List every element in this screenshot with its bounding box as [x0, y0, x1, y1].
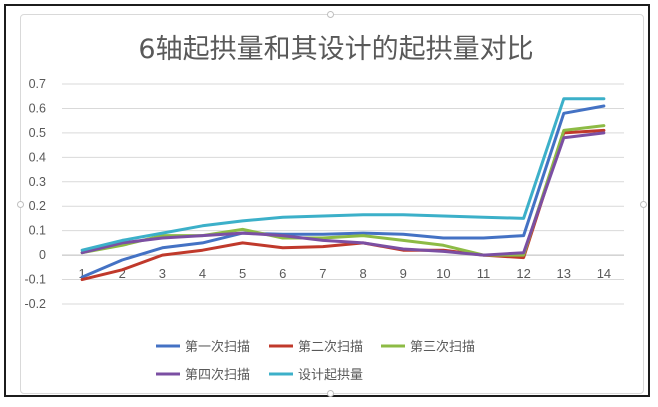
y-tick-label: -0.2: [24, 297, 46, 311]
x-tick-label: 12: [516, 266, 530, 281]
series-line-1: [80, 104, 606, 279]
figure-frame: 6轴起拱量和其设计的起拱量对比 0.7 0.6 0.5 0.4 0.3 0.2 0.1 0 -0.…: [4, 4, 650, 397]
resize-handle-left[interactable]: [17, 201, 24, 208]
x-tick-label: 7: [319, 266, 326, 281]
x-tick-label: 8: [359, 266, 366, 281]
x-tick-label: 4: [199, 266, 206, 281]
y-tick-label: 0.5: [29, 126, 46, 140]
legend-label: 第三次扫描: [410, 339, 475, 355]
series-line-2: [80, 128, 606, 282]
resize-handle-right[interactable]: [640, 201, 647, 208]
y-tick-label: 0: [39, 248, 46, 262]
legend-label: 第四次扫描: [185, 367, 250, 383]
y-tick-label: 0.2: [29, 199, 46, 213]
y-tick-label: -0.1: [24, 273, 46, 287]
y-tick-label: 0.6: [29, 101, 46, 115]
legend-label: 第二次扫描: [298, 339, 363, 355]
y-tick-label: 0.3: [29, 175, 46, 189]
x-tick-label: 11: [477, 266, 491, 281]
series-line-4: [80, 131, 606, 257]
y-tick-label: 0.4: [29, 150, 46, 164]
resize-handle-bottom[interactable]: [327, 390, 334, 397]
y-tick-label: 0.7: [29, 77, 46, 91]
x-tick-label: 9: [400, 266, 407, 281]
x-tick-label: 10: [436, 266, 450, 281]
series-line-5: [80, 97, 606, 252]
x-tick-label: 2: [119, 266, 126, 281]
x-tick-label: 13: [557, 266, 571, 281]
line-chart: 6轴起拱量和其设计的起拱量对比 0.7 0.6 0.5 0.4 0.3 0.2 0.1 0 -0.…: [24, 34, 624, 383]
chart-area[interactable]: [17, 11, 647, 397]
y-tick-label: 0.1: [29, 224, 46, 238]
x-tick-label: 3: [159, 266, 166, 281]
x-tick-label: 6: [279, 266, 286, 281]
x-tick-label: 14: [597, 266, 611, 281]
x-tick-label: 5: [239, 266, 246, 281]
resize-handle-top[interactable]: [327, 11, 334, 18]
chart-title: 6轴起拱量和其设计的起拱量对比: [138, 34, 533, 65]
series-line-3: [80, 124, 606, 257]
legend-label: 第一次扫描: [185, 339, 250, 355]
x-tick-label: 1: [78, 266, 85, 281]
legend-label: 设计起拱量: [298, 368, 363, 383]
